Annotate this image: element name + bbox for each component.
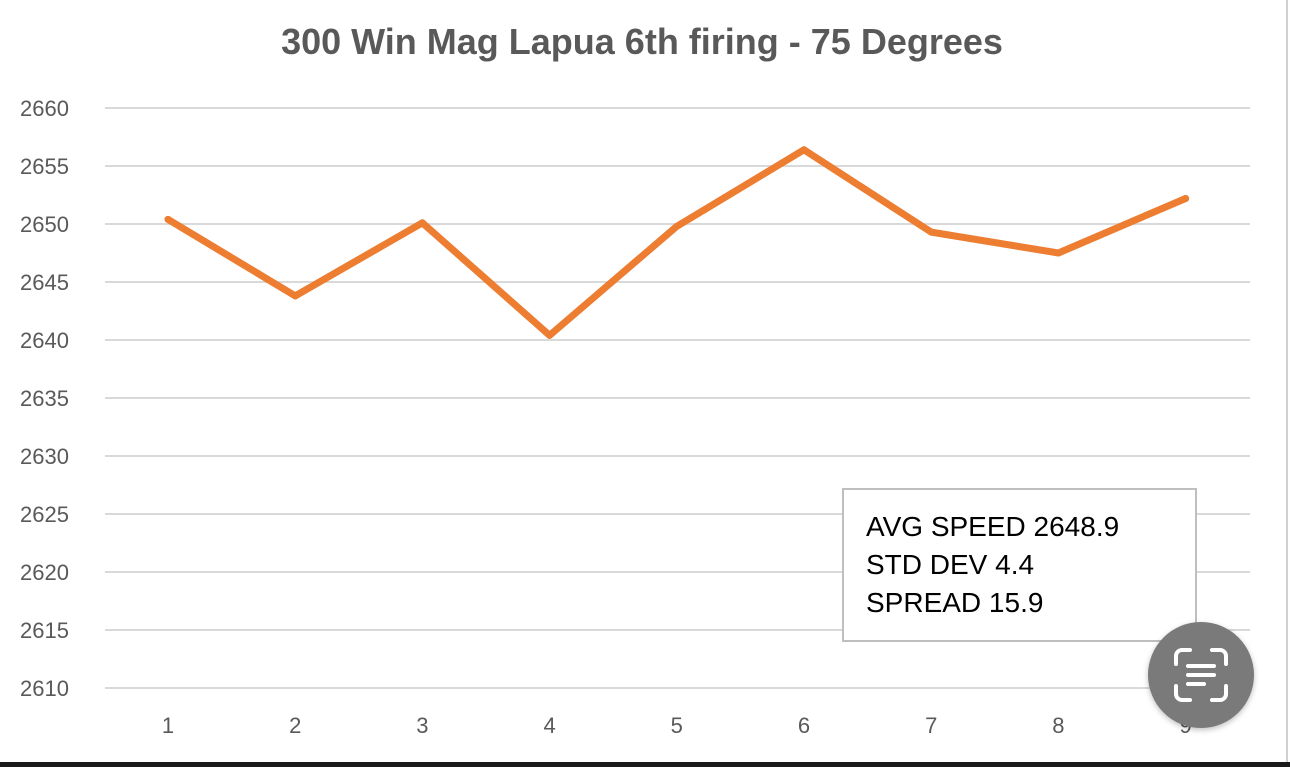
right-edge-divider [1286, 0, 1288, 767]
y-tick-label: 2615 [20, 618, 69, 643]
x-tick-label: 1 [162, 713, 174, 738]
y-axis-ticks: 2660 2655 2650 2645 2640 2635 2630 2625 2620 2615… [20, 96, 69, 701]
data-point [418, 219, 426, 227]
std-dev-text: STD DEV 4.4 [866, 549, 1035, 580]
x-tick-label: 4 [543, 713, 555, 738]
data-point [291, 292, 299, 300]
data-point [546, 331, 554, 339]
data-point [164, 215, 172, 223]
data-point [673, 222, 681, 230]
text-scan-icon [1174, 648, 1228, 702]
y-tick-label: 2620 [20, 560, 69, 585]
y-tick-label: 2630 [20, 444, 69, 469]
series-line [164, 146, 1190, 339]
data-point [927, 228, 935, 236]
y-tick-label: 2660 [20, 96, 69, 121]
data-point [1054, 249, 1062, 257]
x-tick-label: 6 [798, 713, 810, 738]
x-tick-label: 3 [416, 713, 428, 738]
x-tick-label: 2 [289, 713, 301, 738]
avg-speed-text: AVG SPEED 2648.9 [866, 511, 1120, 542]
series-layer [164, 146, 1190, 339]
x-tick-label: 5 [671, 713, 683, 738]
y-tick-label: 2645 [20, 270, 69, 295]
x-axis-ticks: 123456789 [162, 713, 1192, 738]
x-tick-label: 7 [925, 713, 937, 738]
spread-text: SPREAD 15.9 [866, 587, 1044, 618]
y-tick-label: 2625 [20, 502, 69, 527]
chart-title: 300 Win Mag Lapua 6th firing - 75 Degree… [281, 21, 1003, 62]
y-tick-label: 2640 [20, 328, 69, 353]
text-scan-button[interactable] [1148, 622, 1254, 728]
y-tick-label: 2610 [20, 676, 69, 701]
y-tick-label: 2635 [20, 386, 69, 411]
x-tick-label: 8 [1052, 713, 1064, 738]
data-point [1182, 194, 1190, 202]
bottom-edge-divider [0, 762, 1290, 767]
data-point [800, 146, 808, 154]
stats-textbox: AVG SPEED 2648.9 STD DEV 4.4 SPREAD 15.9 [842, 488, 1197, 642]
y-tick-label: 2650 [20, 212, 69, 237]
y-tick-label: 2655 [20, 154, 69, 179]
